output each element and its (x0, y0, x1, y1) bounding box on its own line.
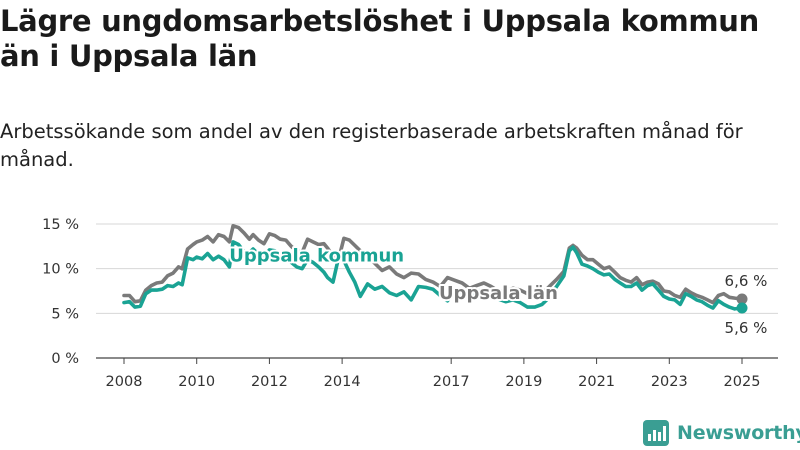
series-line-uppsala-kommun (122, 240, 744, 311)
series-line-uppsala-l-n (122, 224, 744, 305)
y-tick-label: 5 % (51, 306, 79, 322)
brand-name: Newsworthy (677, 422, 800, 444)
series-label: Uppsala kommun (229, 246, 404, 267)
x-tick-label: 2025 (724, 374, 761, 390)
x-tick-label: 2012 (251, 374, 288, 390)
series-end-point (736, 302, 748, 314)
x-tick-label: 2017 (433, 374, 470, 390)
x-tick-label: 2019 (505, 374, 542, 390)
series-label: Uppsala län (439, 283, 558, 304)
x-tick-label: 2014 (324, 374, 361, 390)
series-end-point (736, 293, 748, 305)
x-tick-label: 2021 (578, 374, 615, 390)
page-title: Lägre ungdomsarbetslöshet i Uppsala komm… (0, 4, 760, 73)
newsworthy-logo-icon (643, 420, 669, 446)
series-end-label: 6,6 % (725, 272, 768, 290)
page-subtitle: Arbetssökande som andel av den registerb… (0, 120, 743, 171)
y-tick-label: 10 % (42, 262, 79, 278)
y-tick-label: 0 % (51, 351, 79, 367)
y-tick-label: 15 % (42, 217, 79, 233)
x-tick-label: 2010 (178, 374, 215, 390)
x-tick-label: 2023 (651, 374, 688, 390)
series-end-label: 5,6 % (725, 319, 768, 337)
brand-logo[interactable]: Newsworthy (643, 420, 800, 446)
x-tick-label: 2008 (106, 374, 143, 390)
